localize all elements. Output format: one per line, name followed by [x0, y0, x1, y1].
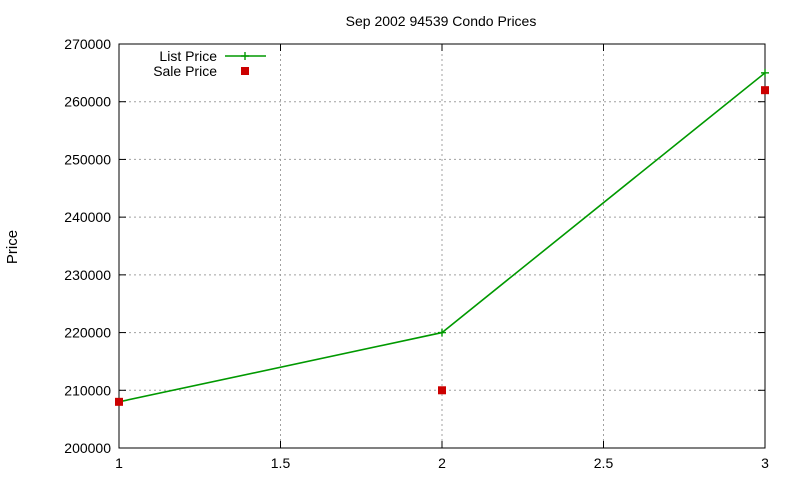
- list-price-line: [118, 72, 766, 403]
- legend-label-list-price: List Price: [159, 48, 217, 64]
- y-tick-label: 210000: [64, 382, 111, 398]
- legend-marker-list-price: [241, 52, 249, 60]
- series-layer: [115, 68, 769, 406]
- y-tick-label: 220000: [64, 325, 111, 341]
- legend-label-sale-price: Sale Price: [153, 63, 217, 79]
- y-tick-label: 250000: [64, 151, 111, 167]
- x-tick-label: 2.5: [594, 455, 614, 471]
- x-tick-label: 2: [438, 455, 446, 471]
- y-tick-label: 270000: [64, 36, 111, 52]
- y-tick-label: 230000: [64, 267, 111, 283]
- sale-price-point: [761, 86, 769, 95]
- x-tick-label: 1.5: [271, 455, 291, 471]
- y-tick-label: 240000: [64, 209, 111, 225]
- list-price-point: [438, 328, 446, 337]
- y-axis-label: Price: [4, 230, 21, 264]
- axis-ticks: 200000 210000 220000 230000 240000 250000 2600…: [64, 36, 769, 471]
- grid-lines: [119, 44, 765, 448]
- x-tick-label: 1: [115, 455, 123, 471]
- plot-frame: [118, 43, 766, 449]
- chart-title: Sep 2002 94539 Condo Prices: [346, 13, 537, 29]
- x-tick-label: 3: [761, 455, 769, 471]
- legend-marker-sale-price: [241, 67, 249, 75]
- y-tick-label: 200000: [64, 440, 111, 456]
- sale-price-point: [438, 386, 446, 395]
- y-tick-label: 260000: [64, 94, 111, 110]
- sale-price-point: [115, 397, 123, 406]
- list-price-point: [761, 68, 769, 77]
